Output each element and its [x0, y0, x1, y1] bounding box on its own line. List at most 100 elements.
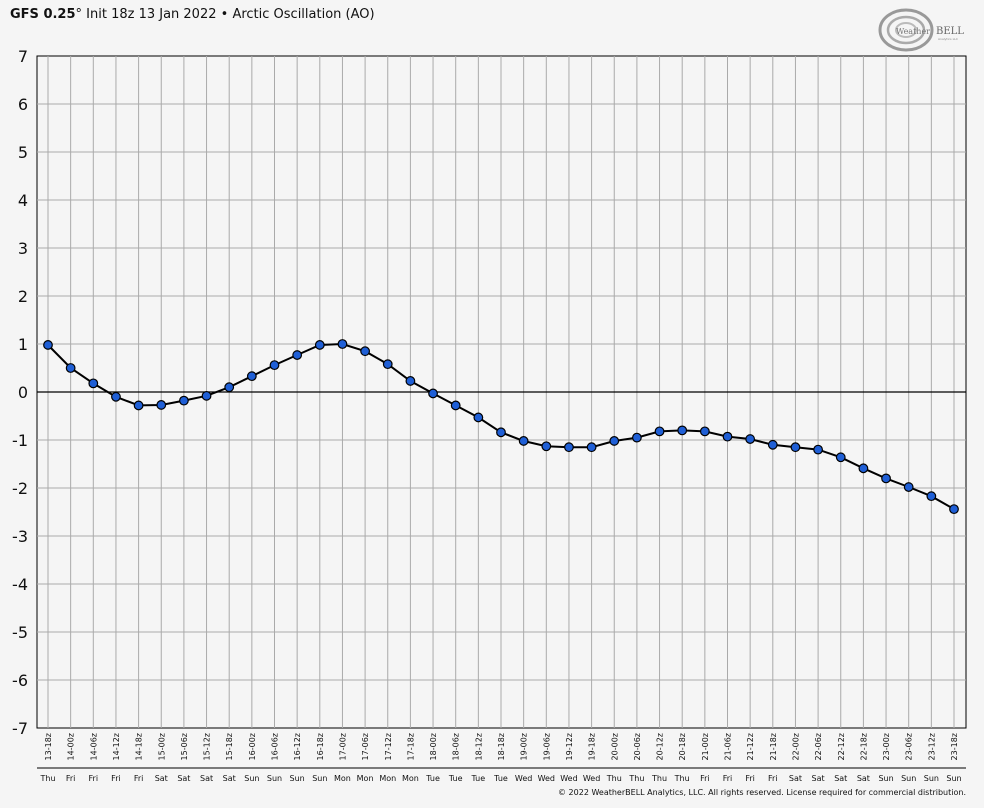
day-label: Thu [39, 774, 55, 783]
x-tick-label: 23-00z [882, 733, 891, 760]
x-tick-label: 15-12z [203, 733, 212, 760]
day-label: Sun [244, 774, 259, 783]
day-label: Mon [402, 774, 419, 783]
data-point [269, 360, 280, 371]
y-tick-label: -1 [12, 431, 28, 450]
x-tick-label: 22-18z [859, 733, 868, 760]
y-tick-label: 4 [18, 191, 28, 210]
x-tick-label: 18-12z [474, 733, 483, 760]
x-tick-label: 22-06z [814, 733, 823, 760]
degree-symbol: ° [75, 7, 83, 22]
init-time: Init 18z 13 Jan 2022 [86, 7, 217, 22]
x-tick-label: 20-12z [656, 733, 665, 760]
day-label: Fri [768, 774, 778, 783]
data-point [405, 376, 416, 386]
day-label: Fri [89, 774, 99, 783]
x-tick-label: 23-12z [927, 733, 936, 760]
x-tick-label: 22-00z [791, 733, 800, 760]
data-point [699, 426, 710, 437]
model-name: GFS 0.25 [10, 7, 76, 22]
data-point [428, 388, 438, 399]
day-label: Sat [812, 774, 825, 783]
product-name: Arctic Oscillation (AO) [232, 7, 375, 22]
day-label: Sat [155, 774, 168, 783]
data-point [382, 359, 393, 370]
day-label: Sat [857, 774, 870, 783]
y-tick-label: 1 [18, 335, 28, 354]
day-label: Sun [946, 774, 961, 783]
data-point [201, 390, 212, 401]
x-tick-label: 19-00z [520, 733, 529, 760]
y-tick-label: -5 [12, 623, 28, 642]
data-point [632, 432, 642, 443]
day-label: Fri [745, 774, 755, 783]
x-tick-label: 19-18z [588, 733, 597, 760]
day-label: Wed [538, 774, 555, 783]
data-point [881, 473, 891, 484]
x-tick-label: 14-12z [112, 733, 121, 760]
y-tick-label: 6 [18, 95, 28, 114]
day-label: Sat [200, 774, 213, 783]
data-point [654, 426, 665, 437]
weatherbell-logo: Weather BELL Analytics LLC [878, 8, 964, 52]
y-tick-labels: 7 6 5 4 3 2 1 0 -1 -2 -3 -4 -5 -6 -7 [12, 47, 28, 738]
day-label: Thu [628, 774, 644, 783]
y-tick-label: 0 [18, 383, 28, 402]
separator-dot: • [220, 7, 229, 22]
x-tick-label: 16-00z [248, 733, 257, 760]
x-tick-label: 19-12z [565, 733, 574, 760]
x-tick-label: 14-18z [135, 733, 144, 760]
data-point [314, 340, 325, 350]
data-point [722, 431, 733, 442]
x-tick-labels: 13-18z Thu 14-00z Fri 14-06z Fri 14-12z Fri 14-1… [39, 733, 961, 783]
x-tick-label: 16-18z [316, 733, 325, 760]
x-tick-label: 21-06z [724, 733, 733, 760]
x-tick-label: 21-18z [769, 733, 778, 760]
day-label: Sun [901, 774, 916, 783]
y-tick-label: -4 [12, 575, 28, 594]
data-point [926, 491, 937, 502]
day-label: Sun [290, 774, 305, 783]
data-point [858, 463, 869, 474]
day-label: Mon [379, 774, 396, 783]
y-tick-label: -3 [12, 527, 28, 546]
svg-text:Analytics LLC: Analytics LLC [938, 37, 958, 41]
x-tick-label: 23-06z [905, 733, 914, 760]
x-tick-label: 13-18z [44, 733, 53, 760]
data-point [813, 444, 823, 455]
day-label: Sun [312, 774, 327, 783]
x-tick-label: 14-00z [67, 733, 76, 760]
data-point [541, 441, 552, 452]
y-tick-label: 2 [18, 287, 28, 306]
data-point [496, 427, 506, 438]
data-point [111, 391, 121, 402]
x-tick-label: 16-06z [271, 733, 280, 760]
day-label: Fri [111, 774, 121, 783]
day-label: Thu [651, 774, 667, 783]
x-tick-label: 18-00z [429, 733, 438, 760]
x-tick-label: 17-06z [361, 733, 370, 760]
day-label: Sun [878, 774, 893, 783]
x-tick-label: 14-06z [89, 733, 98, 760]
day-label: Mon [334, 774, 351, 783]
day-label: Wed [515, 774, 532, 783]
data-point [156, 400, 167, 410]
data-point [88, 378, 99, 389]
data-point [337, 339, 348, 349]
data-point [292, 350, 303, 360]
day-label: Sun [267, 774, 282, 783]
day-label: Wed [560, 774, 577, 783]
day-label: Fri [134, 774, 144, 783]
data-point [949, 504, 959, 515]
x-tick-label: 23-18z [950, 733, 959, 760]
data-point [450, 400, 461, 411]
y-tick-label: -2 [12, 479, 28, 498]
x-tick-label: 17-18z [406, 733, 415, 760]
data-point [65, 363, 76, 373]
svg-text:BELL: BELL [936, 26, 964, 37]
data-point [133, 400, 144, 411]
data-point [903, 482, 914, 492]
x-tick-label: 20-18z [678, 733, 687, 760]
x-tick-label: 19-06z [542, 733, 551, 760]
x-tick-label: 15-06z [180, 733, 189, 760]
